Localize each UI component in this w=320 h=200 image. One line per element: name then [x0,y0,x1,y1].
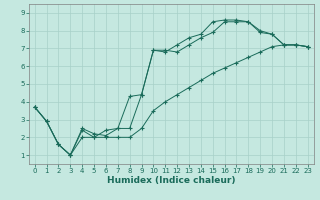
X-axis label: Humidex (Indice chaleur): Humidex (Indice chaleur) [107,176,236,185]
